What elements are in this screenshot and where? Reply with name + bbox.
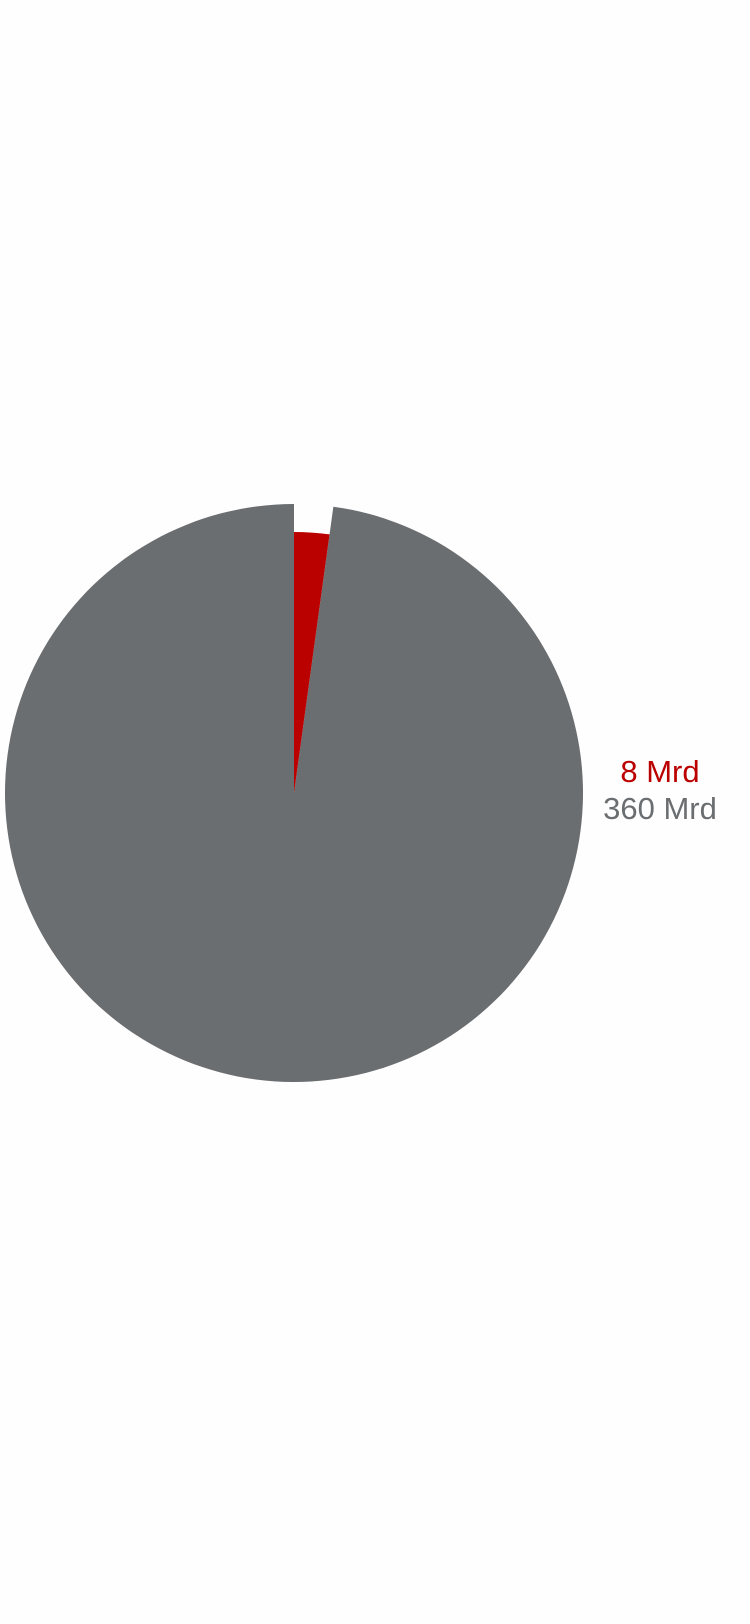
value-label: 360 Mrd: [603, 791, 717, 826]
pie-slice: [294, 532, 330, 793]
value-label: 8 Mrd: [620, 754, 699, 789]
pie: [4, 504, 583, 1082]
pie-slice: [4, 504, 583, 1082]
